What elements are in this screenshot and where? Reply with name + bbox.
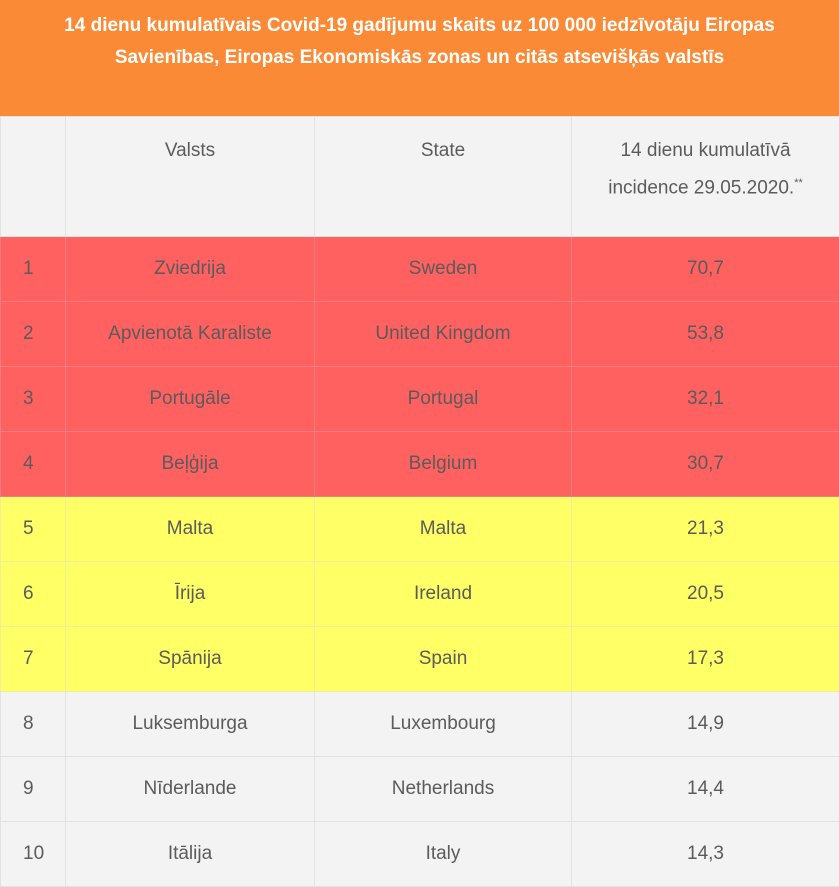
row-number: 9 xyxy=(1,757,66,822)
incidence-value: 20,5 xyxy=(572,562,839,627)
row-number: 1 xyxy=(1,237,66,302)
incidence-value: 21,3 xyxy=(572,497,839,562)
incidence-value: 53,8 xyxy=(572,302,839,367)
country-name-lv: Itālija xyxy=(66,822,315,887)
country-name-en: Netherlands xyxy=(315,757,572,822)
country-name-en: Belgium xyxy=(315,432,572,497)
country-name-lv: Luksemburga xyxy=(66,692,315,757)
incidence-value: 30,7 xyxy=(572,432,839,497)
header-number xyxy=(1,117,66,237)
header-incidence: 14 dienu kumulatīvā incidence 29.05.2020… xyxy=(572,117,839,237)
country-name-lv: Malta xyxy=(66,497,315,562)
country-name-lv: Portugāle xyxy=(66,367,315,432)
header-incidence-line2: incidence 29.05.2020. xyxy=(608,177,794,198)
row-number: 7 xyxy=(1,627,66,692)
country-name-lv: Beļģija xyxy=(66,432,315,497)
country-name-en: United Kingdom xyxy=(315,302,572,367)
country-name-en: Luxembourg xyxy=(315,692,572,757)
row-number: 3 xyxy=(1,367,66,432)
incidence-value: 70,7 xyxy=(572,237,839,302)
country-name-en: Italy xyxy=(315,822,572,887)
country-name-en: Sweden xyxy=(315,237,572,302)
country-name-lv: Nīderlande xyxy=(66,757,315,822)
table-header-row: Valsts State 14 dienu kumulatīvā inciden… xyxy=(1,117,839,237)
country-name-lv: Īrija xyxy=(66,562,315,627)
row-number: 6 xyxy=(1,562,66,627)
country-name-lv: Zviedrija xyxy=(66,237,315,302)
country-name-en: Ireland xyxy=(315,562,572,627)
incidence-value: 32,1 xyxy=(572,367,839,432)
country-name-en: Malta xyxy=(315,497,572,562)
incidence-table: Valsts State 14 dienu kumulatīvā inciden… xyxy=(0,116,839,887)
row-number: 10 xyxy=(1,822,66,887)
country-name-lv: Spānija xyxy=(66,627,315,692)
row-number: 8 xyxy=(1,692,66,757)
header-country-en: State xyxy=(315,117,572,237)
header-country-lv: Valsts xyxy=(66,117,315,237)
row-number: 2 xyxy=(1,302,66,367)
row-number: 4 xyxy=(1,432,66,497)
country-name-lv: Apvienotā Karaliste xyxy=(66,302,315,367)
incidence-value: 14,4 xyxy=(572,757,839,822)
row-number: 5 xyxy=(1,497,66,562)
incidence-value: 17,3 xyxy=(572,627,839,692)
incidence-value: 14,3 xyxy=(572,822,839,887)
page-title: 14 dienu kumulatīvais Covid-19 gadījumu … xyxy=(0,0,839,116)
country-name-en: Spain xyxy=(315,627,572,692)
header-incidence-line1: 14 dienu kumulatīvā xyxy=(620,140,790,161)
header-incidence-note: ** xyxy=(794,177,803,189)
country-name-en: Portugal xyxy=(315,367,572,432)
incidence-value: 14,9 xyxy=(572,692,839,757)
